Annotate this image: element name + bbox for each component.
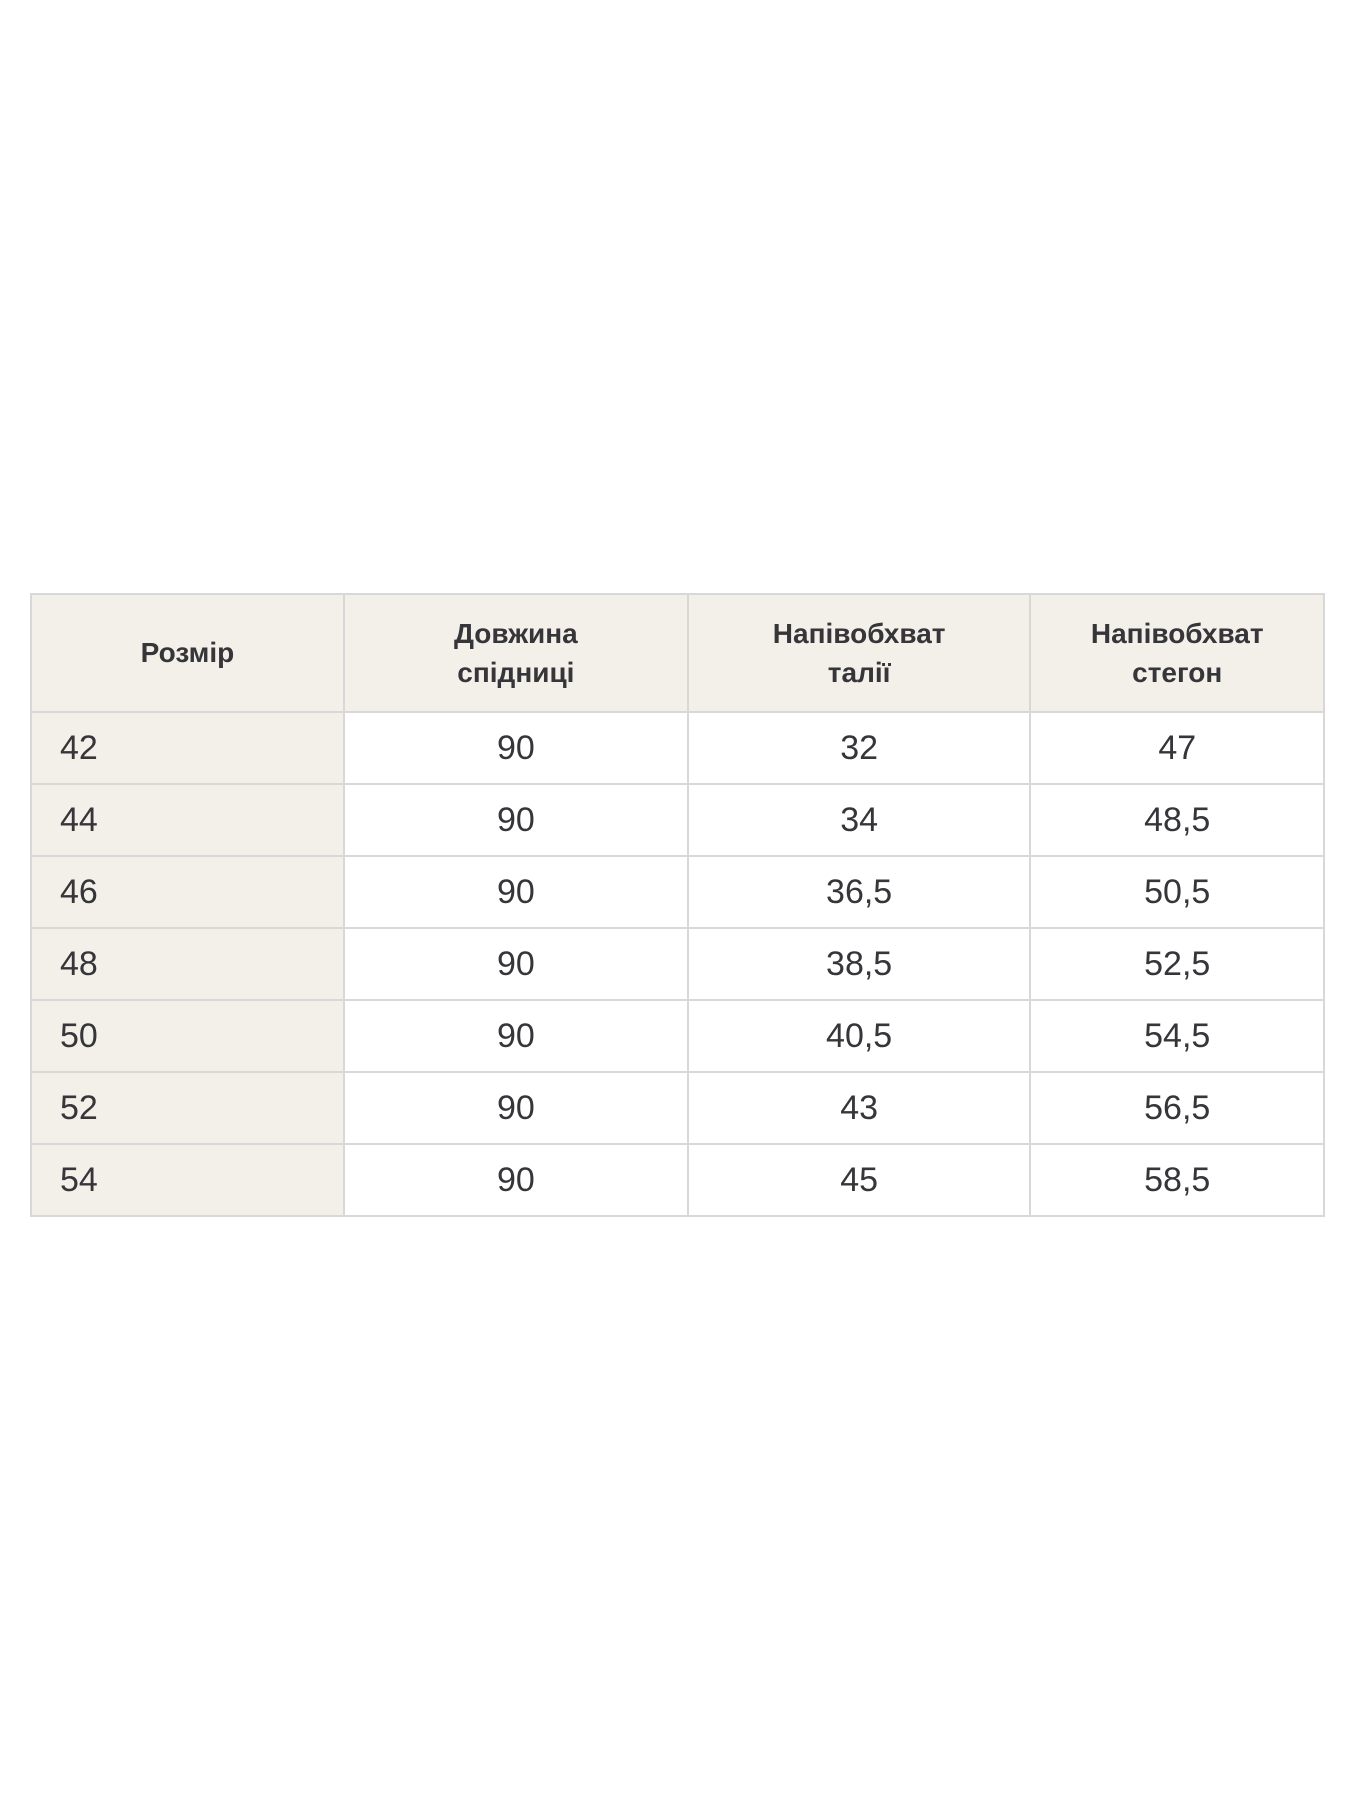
- table-row: 52 90 43 56,5: [30, 1071, 1325, 1145]
- cell-size: 54: [30, 1143, 345, 1217]
- cell-half-waist: 32: [686, 711, 1032, 785]
- cell-half-hips: 56,5: [1029, 1071, 1325, 1145]
- cell-half-waist: 45: [686, 1143, 1032, 1217]
- cell-size: 52: [30, 1071, 345, 1145]
- cell-half-hips: 58,5: [1029, 1143, 1325, 1217]
- cell-skirt-length: 90: [342, 927, 689, 1001]
- size-chart: Розмір Довжина спідниці Напівобхват талі…: [30, 593, 1325, 1217]
- size-table: Розмір Довжина спідниці Напівобхват талі…: [30, 593, 1325, 1217]
- table-row: 50 90 40,5 54,5: [30, 999, 1325, 1073]
- header-half-hips: Напівобхват стегон: [1029, 593, 1325, 713]
- cell-half-hips: 50,5: [1029, 855, 1325, 929]
- cell-size: 42: [30, 711, 345, 785]
- table-row: 42 90 32 47: [30, 711, 1325, 785]
- table-row: 54 90 45 58,5: [30, 1143, 1325, 1217]
- table-header-row: Розмір Довжина спідниці Напівобхват талі…: [30, 593, 1325, 713]
- cell-half-waist: 34: [686, 783, 1032, 857]
- cell-half-waist: 36,5: [686, 855, 1032, 929]
- cell-skirt-length: 90: [342, 711, 689, 785]
- cell-skirt-length: 90: [342, 855, 689, 929]
- cell-half-hips: 47: [1029, 711, 1325, 785]
- cell-size: 48: [30, 927, 345, 1001]
- cell-skirt-length: 90: [342, 1143, 689, 1217]
- cell-half-waist: 38,5: [686, 927, 1032, 1001]
- cell-size: 44: [30, 783, 345, 857]
- header-skirt-length: Довжина спідниці: [342, 593, 689, 713]
- table-row: 44 90 34 48,5: [30, 783, 1325, 857]
- cell-size: 46: [30, 855, 345, 929]
- header-half-waist: Напівобхват талії: [686, 593, 1032, 713]
- cell-half-hips: 54,5: [1029, 999, 1325, 1073]
- cell-half-waist: 40,5: [686, 999, 1032, 1073]
- cell-skirt-length: 90: [342, 783, 689, 857]
- table-row: 48 90 38,5 52,5: [30, 927, 1325, 1001]
- cell-size: 50: [30, 999, 345, 1073]
- cell-half-waist: 43: [686, 1071, 1032, 1145]
- cell-skirt-length: 90: [342, 1071, 689, 1145]
- cell-half-hips: 48,5: [1029, 783, 1325, 857]
- table-row: 46 90 36,5 50,5: [30, 855, 1325, 929]
- cell-half-hips: 52,5: [1029, 927, 1325, 1001]
- header-size: Розмір: [30, 593, 345, 713]
- cell-skirt-length: 90: [342, 999, 689, 1073]
